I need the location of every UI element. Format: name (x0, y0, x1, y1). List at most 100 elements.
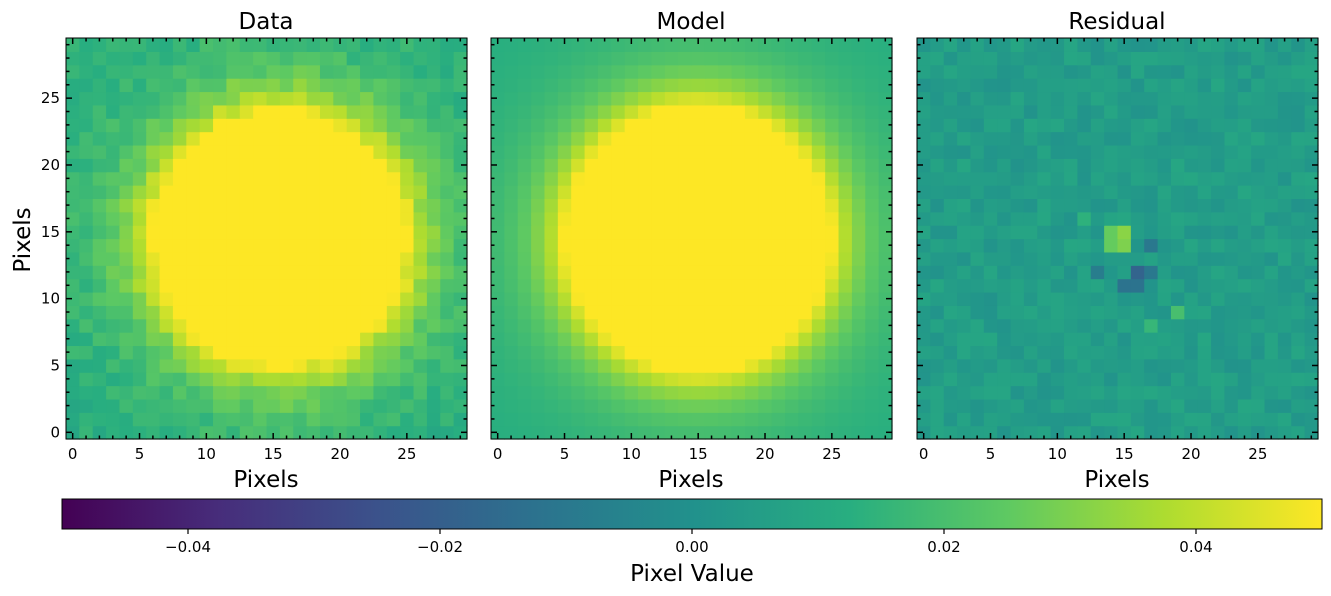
heatmap-cell (333, 185, 348, 199)
heatmap-cell (1157, 345, 1172, 360)
heatmap-cell (199, 345, 214, 360)
heatmap-cell (865, 91, 880, 106)
heatmap-cell (970, 358, 985, 373)
heatmap-cell (651, 158, 666, 173)
heatmap-cell (851, 238, 866, 253)
heatmap-cell (1184, 38, 1199, 52)
heatmap-cell (1224, 131, 1239, 146)
heatmap-cell (360, 425, 375, 440)
heatmap-cell (1264, 91, 1279, 106)
heatmap-cell (1264, 158, 1279, 173)
heatmap-cell (239, 38, 254, 52)
heatmap-cell (744, 385, 759, 400)
heatmap-cell (306, 198, 321, 213)
heatmap-cell (1211, 278, 1226, 293)
heatmap-cell (226, 64, 241, 79)
heatmap-cell (213, 104, 227, 119)
heatmap-cell (825, 238, 840, 253)
heatmap-cell (718, 385, 733, 400)
heatmap-cell (1090, 64, 1105, 79)
heatmap-cell (279, 398, 294, 413)
heatmap-cell (1037, 171, 1052, 186)
heatmap-cell (333, 251, 348, 266)
heatmap-cell (504, 291, 519, 306)
heatmap-cell (584, 251, 599, 266)
heatmap-cell (943, 265, 958, 280)
heatmap-cell (199, 91, 214, 106)
heatmap-cell (838, 211, 853, 226)
heatmap-cell (1277, 305, 1292, 320)
heatmap-cell (1170, 358, 1185, 373)
heatmap-cell (651, 345, 666, 360)
heatmap-cell (997, 251, 1012, 266)
heatmap-cell (373, 104, 388, 119)
heatmap-cell (1304, 91, 1319, 106)
heatmap-cell (957, 198, 972, 213)
heatmap-cell (426, 305, 441, 320)
heatmap-cell (878, 372, 893, 387)
heatmap-cell (1157, 412, 1172, 427)
heatmap-cell (1224, 185, 1239, 199)
heatmap-cell (186, 38, 201, 52)
heatmap-cell (704, 131, 719, 146)
heatmap-cell (1237, 225, 1252, 240)
heatmap-cell (333, 385, 348, 400)
heatmap-cell (825, 278, 840, 293)
heatmap-cell (917, 425, 931, 440)
heatmap-cell (957, 332, 972, 347)
heatmap-cell (1050, 385, 1065, 400)
heatmap-cell (1090, 238, 1105, 253)
heatmap-cell (132, 425, 147, 440)
heatmap-cell (453, 251, 468, 266)
heatmap-cell (1291, 278, 1306, 293)
heatmap-cell (146, 251, 161, 266)
heatmap-cell (1144, 51, 1159, 66)
heatmap-cell (1023, 78, 1038, 93)
heatmap-cell (453, 345, 468, 360)
heatmap-cell (1023, 238, 1038, 253)
heatmap-cell (1064, 131, 1078, 146)
heatmap-cell (146, 131, 161, 146)
heatmap-cell (1050, 185, 1065, 199)
colorbar-label: Pixel Value (630, 561, 754, 587)
heatmap-cell (851, 345, 866, 360)
heatmap-cell (731, 38, 746, 52)
heatmap-cell (664, 225, 679, 240)
heatmap-cell (917, 118, 931, 133)
heatmap-cell (1090, 412, 1105, 427)
heatmap-cell (785, 291, 800, 306)
heatmap-cell (1090, 144, 1105, 159)
heatmap-cell (825, 211, 840, 226)
heatmap-cell (1170, 185, 1185, 199)
heatmap-cell (293, 278, 308, 293)
heatmap-cell (146, 118, 161, 133)
heatmap-cell (491, 238, 505, 253)
heatmap-cell (199, 372, 214, 387)
heatmap-cell (426, 211, 441, 226)
heatmap-cell (293, 158, 308, 173)
heatmap-cell (638, 51, 652, 66)
heatmap-cell (678, 185, 693, 199)
heatmap-cell (651, 118, 666, 133)
heatmap-cell (917, 385, 931, 400)
heatmap-cell (664, 78, 679, 93)
heatmap-cell (1304, 291, 1319, 306)
heatmap-cell (1224, 118, 1239, 133)
heatmap-cell (400, 78, 415, 93)
heatmap-cell (597, 265, 612, 280)
heatmap-cell (1211, 211, 1226, 226)
heatmap-cell (491, 225, 505, 240)
heatmap-cell (1144, 64, 1159, 79)
heatmap-cell (1237, 305, 1252, 320)
heatmap-cell (306, 78, 321, 93)
heatmap-cell (878, 118, 893, 133)
heatmap-cell (504, 305, 519, 320)
heatmap-cell (400, 211, 415, 226)
heatmap-cell (400, 131, 415, 146)
heatmap-cell (413, 185, 428, 199)
heatmap-cell (917, 278, 931, 293)
heatmap-cell (865, 64, 880, 79)
heatmap-cell (664, 64, 679, 79)
heatmap-cell (1144, 144, 1159, 159)
heatmap-cell (917, 64, 931, 79)
